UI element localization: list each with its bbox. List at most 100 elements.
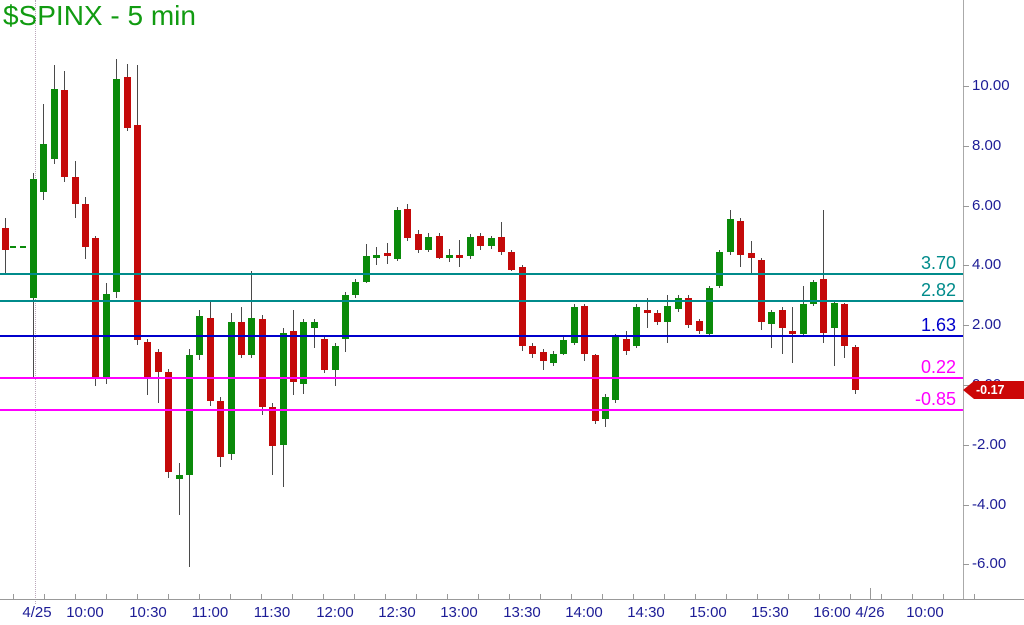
x-tick [571,594,572,599]
x-tick [850,594,851,599]
candle-10:15 [112,79,120,292]
candle-15:45 [799,304,807,334]
candle-13:10 [476,236,484,246]
candle-12:10 [351,282,359,295]
candle-12:35 [403,209,411,238]
candle-12:25 [383,253,391,256]
candle-16:00 [830,303,838,328]
candle-14:25 [632,307,640,346]
candle-13:40 [539,352,547,361]
candle-13:15 [487,238,495,246]
y-label--6.00: -6.00 [972,555,1007,572]
x-tick [261,594,262,599]
price-line-label-0.22: 0.22 [920,357,956,377]
candle-10:40 [164,372,172,472]
candle-10:05 [91,238,99,378]
candle-11:30 [268,407,276,446]
candle-16:10 [851,347,859,390]
candle-10:25 [133,125,141,340]
x-tick [633,594,634,599]
candle-11:00 [206,318,214,401]
candle-14:10 [601,397,609,419]
candle-15:25 [757,260,765,322]
candle-pre [1,228,9,250]
x-tick [509,594,510,599]
candle-16:05 [840,304,848,346]
x-tick [230,594,231,599]
prev-close-dashes [10,246,28,248]
y-tick-10.00 [963,86,969,87]
x-axis-line[interactable] [0,599,1024,600]
candle-12:05 [341,295,349,339]
candle-15:35 [778,310,786,328]
candle-15:00 [705,288,713,334]
candle-13:05 [466,237,474,256]
y-label--4.00: -4.00 [972,496,1007,513]
x-label-12:00: 12:00 [316,604,354,621]
y-axis-line[interactable] [963,0,964,599]
candle-wick-13:00 [458,240,460,267]
candle-13:45 [549,354,557,363]
x-label-10:00: 10:00 [906,604,944,621]
candle-11:45 [299,322,307,384]
x-tick [137,594,138,599]
price-line-label-2.82: 2.82 [920,280,956,300]
price-line-label-3.70: 3.70 [920,253,956,273]
x-tick [757,594,758,599]
x-tick [664,594,665,599]
candle-wick-10:35 [157,349,159,403]
x-tick [106,594,107,599]
x-tick [540,594,541,599]
candle-15:10 [726,219,734,252]
x-tick [819,594,820,599]
x-tick [416,594,417,599]
x-tick [199,594,200,599]
candle-10:20 [123,77,131,128]
price-line-label--0.85: -0.85 [914,389,956,409]
y-label--2.00: -2.00 [972,436,1007,453]
x-tick [354,594,355,599]
x-tick [323,594,324,599]
candle-wick-15:35 [781,307,783,354]
x-tick [168,594,169,599]
candle-14:05 [591,355,599,421]
candle-12:00 [331,346,339,370]
x-tick [943,594,944,599]
y-label-6.00: 6.00 [972,197,1002,214]
x-tick [695,594,696,599]
x-label-13:30: 13:30 [503,604,541,621]
y-tick--4.00 [963,505,969,506]
x-label-15:00: 15:00 [689,604,727,621]
candle-12:15 [362,256,370,282]
x-tick-session-break [870,588,871,599]
candle-10:50 [185,355,193,475]
x-label-14:30: 14:30 [627,604,665,621]
candle-wick-14:30 [646,298,648,328]
x-tick [602,594,603,599]
candle-12:40 [414,234,422,250]
x-label-10:30: 10:30 [129,604,167,621]
candle-13:25 [507,252,515,270]
candle-10:00 [81,204,89,247]
price-line-2.82 [0,300,963,302]
last-price-tag-arrow-icon [963,381,974,399]
x-label-4/26: 4/26 [855,604,885,621]
candle-wick-16:00 [833,301,835,366]
candle-10:35 [154,352,162,372]
candle-11:25 [258,319,266,407]
x-label-12:30: 12:30 [378,604,416,621]
x-tick [974,594,975,599]
chart-title: $SPINX - 5 min [3,0,196,31]
candle-wick-11:50 [313,319,315,348]
x-tick [75,594,76,599]
y-tick--6.00 [963,564,969,565]
x-tick [881,594,882,599]
y-tick-8.00 [963,146,969,147]
session-start-line [35,0,36,604]
price-line-0.22 [0,377,963,379]
candle-15:15 [736,221,744,255]
x-tick [912,594,913,599]
x-tick [44,594,45,599]
candle-12:20 [372,255,380,258]
